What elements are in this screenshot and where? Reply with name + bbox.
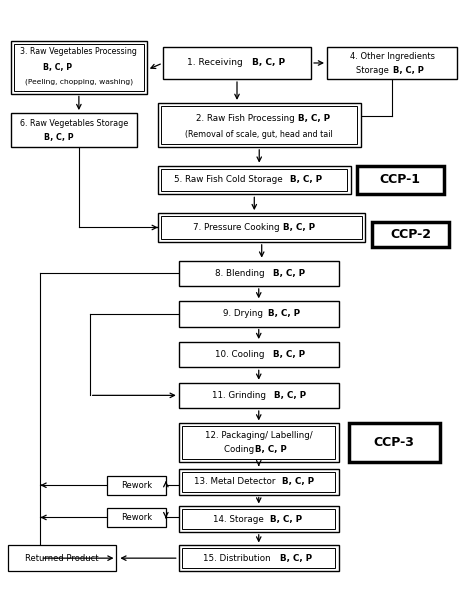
Text: 1. Receiving: 1. Receiving — [187, 58, 251, 68]
Bar — [14, 44, 144, 90]
Bar — [158, 166, 351, 194]
Bar — [107, 476, 166, 495]
Bar — [179, 261, 339, 286]
Text: CCP-3: CCP-3 — [374, 437, 415, 449]
Text: Storage: Storage — [356, 65, 397, 75]
Text: 7. Pressure Cooking: 7. Pressure Cooking — [192, 223, 287, 232]
Bar — [179, 545, 339, 571]
Text: 6. Raw Vegetables Storage: 6. Raw Vegetables Storage — [20, 119, 128, 128]
Text: B, C, P: B, C, P — [273, 350, 305, 359]
Text: B, C, P: B, C, P — [274, 391, 306, 400]
Bar — [327, 47, 457, 79]
Text: B, C, P: B, C, P — [268, 309, 301, 318]
Bar — [161, 106, 357, 144]
Bar — [179, 301, 339, 327]
Text: 4. Other Ingredients: 4. Other Ingredients — [350, 52, 435, 61]
Bar — [158, 213, 365, 242]
Bar — [349, 424, 439, 462]
Text: (Removal of scale, gut, head and tail: (Removal of scale, gut, head and tail — [185, 130, 333, 139]
Bar — [161, 169, 347, 191]
Bar — [182, 472, 335, 492]
Text: B, C, P: B, C, P — [283, 223, 315, 232]
Text: (Peeling, chopping, washing): (Peeling, chopping, washing) — [25, 78, 133, 85]
Text: B, C, P: B, C, P — [290, 175, 322, 185]
Text: 9. Drying: 9. Drying — [223, 309, 271, 318]
Bar — [179, 469, 339, 495]
Text: Coding: Coding — [224, 446, 262, 454]
Bar — [182, 548, 335, 568]
Bar — [107, 508, 166, 527]
Bar — [158, 103, 361, 147]
Bar — [11, 41, 147, 93]
Bar — [163, 47, 311, 79]
Text: Returned Product: Returned Product — [25, 554, 99, 563]
Bar — [182, 510, 335, 529]
Text: B, C, P: B, C, P — [255, 446, 286, 454]
Text: Rework: Rework — [120, 481, 152, 489]
Bar — [161, 216, 362, 239]
Text: 10. Cooling: 10. Cooling — [215, 350, 273, 359]
Text: 12. Packaging/ Labelling/: 12. Packaging/ Labelling/ — [205, 431, 312, 440]
Text: 13. Metal Detector: 13. Metal Detector — [194, 478, 284, 486]
Text: 8. Blending: 8. Blending — [215, 268, 273, 278]
Text: CCP-2: CCP-2 — [391, 228, 431, 241]
Text: B, C, P: B, C, P — [44, 133, 74, 142]
Bar — [373, 222, 449, 247]
Bar — [179, 383, 339, 408]
Bar — [179, 424, 339, 462]
Bar — [179, 507, 339, 532]
Bar — [179, 342, 339, 367]
Text: B, C, P: B, C, P — [43, 63, 72, 72]
Bar — [182, 426, 335, 459]
Text: 15. Distribution: 15. Distribution — [203, 554, 279, 563]
Bar — [356, 166, 444, 194]
Text: 11. Grinding: 11. Grinding — [212, 391, 274, 400]
Text: B, C, P: B, C, P — [282, 478, 314, 486]
Text: B, C, P: B, C, P — [252, 58, 285, 68]
Text: 14. Storage: 14. Storage — [213, 514, 273, 524]
Text: 2. Raw Fish Processing: 2. Raw Fish Processing — [196, 114, 303, 123]
Text: B, C, P: B, C, P — [392, 65, 423, 75]
Bar — [8, 545, 117, 571]
Text: B, C, P: B, C, P — [273, 268, 305, 278]
Text: CCP-1: CCP-1 — [380, 173, 420, 187]
Text: B, C, P: B, C, P — [270, 514, 302, 524]
Text: B, C, P: B, C, P — [280, 554, 312, 563]
Bar — [11, 113, 137, 147]
Text: 5. Raw Fish Cold Storage: 5. Raw Fish Cold Storage — [174, 175, 291, 185]
Text: B, C, P: B, C, P — [298, 114, 329, 123]
Text: 3. Raw Vegetables Processing: 3. Raw Vegetables Processing — [20, 47, 137, 56]
Text: Rework: Rework — [120, 513, 152, 522]
